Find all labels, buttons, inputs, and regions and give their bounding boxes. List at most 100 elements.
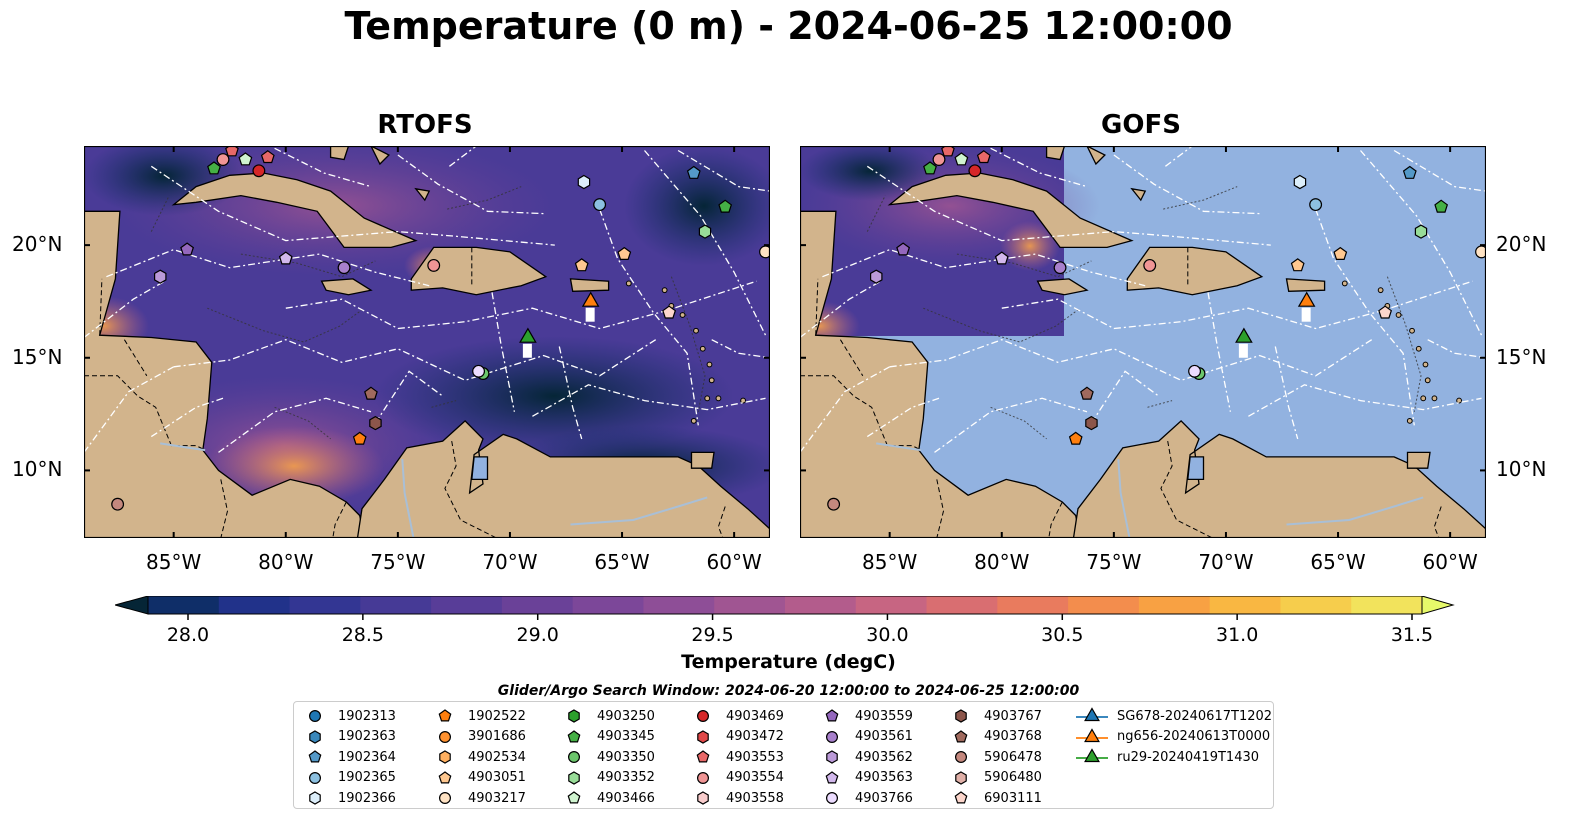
float-marker-4903554[interactable]: [932, 153, 946, 166]
float-marker-4903559[interactable]: [896, 242, 911, 256]
float-marker-4903554[interactable]: [216, 153, 230, 166]
legend-hexagon-icon[interactable]: [826, 750, 838, 764]
float-marker-1902522[interactable]: [352, 431, 367, 445]
float-marker-4903767[interactable]: [1085, 415, 1098, 431]
legend-pentagon-icon[interactable]: [438, 709, 452, 722]
legend-circle-icon[interactable]: [697, 771, 710, 784]
legend-pentagon-icon[interactable]: [567, 729, 581, 743]
glider-marker-ng656-20240613T0000[interactable]: [581, 291, 600, 307]
legend-pentagon-icon[interactable]: [696, 750, 710, 763]
float-marker-4903767[interactable]: [369, 415, 382, 431]
float-marker-1902365[interactable]: [1309, 198, 1323, 212]
glider-marker-ng656-20240613T0000[interactable]: [1297, 291, 1316, 307]
island-marker: [1377, 287, 1384, 294]
float-marker-4903352[interactable]: [1414, 224, 1428, 239]
map-panel-rtofs[interactable]: [84, 146, 770, 538]
legend-pentagon-icon[interactable]: [825, 709, 839, 722]
float-marker-1902364[interactable]: [1402, 165, 1417, 179]
float-marker-1902366[interactable]: [577, 174, 591, 190]
float-marker-4903345[interactable]: [718, 199, 733, 213]
float-marker-5906478[interactable]: [111, 497, 125, 511]
legend-circle-icon[interactable]: [568, 751, 581, 764]
legend-label: 4903051: [468, 770, 526, 786]
float-marker-4903051[interactable]: [617, 246, 632, 261]
float-marker-4903345[interactable]: [207, 161, 221, 175]
river: [160, 442, 206, 452]
float-marker-4903051[interactable]: [574, 258, 589, 272]
float-marker-1902366[interactable]: [1293, 174, 1307, 190]
float-marker-5906478[interactable]: [827, 497, 841, 511]
float-marker-1902364[interactable]: [686, 165, 701, 179]
glider-marker-ru29-20240419T1430[interactable]: [1235, 327, 1253, 343]
legend-circle-icon[interactable]: [439, 792, 452, 805]
legend-pentagon-icon[interactable]: [438, 771, 452, 784]
legend-circle-icon[interactable]: [697, 709, 710, 723]
float-marker-4903562[interactable]: [869, 269, 883, 284]
legend-hexagon-icon[interactable]: [439, 750, 451, 764]
float-markers-gofs[interactable]: [827, 146, 1486, 511]
legend-triangle-icon[interactable]: [1084, 707, 1100, 722]
legend-circle-icon[interactable]: [826, 730, 839, 743]
float-marker-4903469[interactable]: [968, 164, 982, 178]
float-marker-4903563[interactable]: [994, 251, 1009, 265]
float-marker-4903768[interactable]: [364, 386, 378, 400]
legend: 1902313 1902363 1902364 1902365 1902366 19025…: [293, 701, 1274, 809]
float-marker-4903561[interactable]: [337, 261, 351, 275]
legend-circle-icon[interactable]: [309, 771, 322, 784]
legend-hexagon-icon[interactable]: [955, 771, 967, 785]
lon-tick-label: 80°W: [258, 550, 314, 574]
float-marker-6903111[interactable]: [662, 305, 677, 319]
float-marker-4903559[interactable]: [180, 242, 195, 256]
legend-hexagon-icon[interactable]: [568, 709, 580, 723]
float-marker-4903466[interactable]: [954, 152, 969, 166]
float-marker-4903051[interactable]: [1290, 258, 1305, 272]
float-marker-4903051[interactable]: [1333, 246, 1348, 261]
float-marker-1902365[interactable]: [593, 198, 607, 212]
float-marker-4903553[interactable]: [225, 146, 239, 157]
legend-item: 4903766: [817, 788, 913, 808]
legend-hexagon-icon[interactable]: [309, 729, 321, 744]
float-marker-4903553[interactable]: [941, 146, 955, 157]
land-south-america: [356, 420, 770, 538]
float-marker-4903345[interactable]: [1434, 199, 1449, 213]
float-marker-4903562[interactable]: [153, 269, 167, 284]
legend-hexagon-icon[interactable]: [955, 709, 967, 723]
legend-hexagon-icon[interactable]: [568, 771, 580, 785]
legend-pentagon-icon[interactable]: [825, 771, 839, 784]
legend-triangle-icon[interactable]: [1084, 748, 1100, 763]
float-marker-4903553[interactable]: [260, 150, 275, 164]
glider-marker-ru29-20240419T1430[interactable]: [519, 327, 537, 343]
legend-label: 1902363: [338, 729, 396, 745]
float-marker-6903111[interactable]: [1378, 305, 1393, 319]
float-markers-rtofs[interactable]: [111, 146, 770, 511]
map-panel-gofs[interactable]: [800, 146, 1486, 538]
float-marker-4903554[interactable]: [427, 258, 441, 272]
float-marker-4903554[interactable]: [1143, 258, 1157, 272]
float-marker-4903469[interactable]: [252, 164, 266, 178]
float-marker-4903766[interactable]: [472, 364, 486, 378]
float-marker-4903768[interactable]: [1080, 386, 1094, 400]
float-marker-4903466[interactable]: [238, 152, 253, 166]
float-marker-4903563[interactable]: [278, 251, 293, 265]
float-marker-4903766[interactable]: [1188, 364, 1202, 378]
legend-circle-icon[interactable]: [309, 709, 322, 723]
legend-circle-icon[interactable]: [826, 792, 839, 805]
legend-pentagon-icon[interactable]: [567, 791, 581, 804]
legend-pentagon-icon[interactable]: [954, 791, 968, 804]
legend-hexagon-icon[interactable]: [697, 729, 709, 744]
float-marker-4903217[interactable]: [759, 245, 770, 259]
legend-pentagon-icon[interactable]: [308, 750, 322, 763]
legend-circle-icon[interactable]: [955, 751, 968, 764]
legend-hexagon-icon[interactable]: [309, 791, 321, 806]
legend-pentagon-icon[interactable]: [954, 729, 968, 743]
legend-hexagon-icon[interactable]: [697, 791, 709, 806]
float-marker-1902522[interactable]: [1068, 431, 1083, 445]
float-marker-4903561[interactable]: [1053, 261, 1067, 275]
float-marker-4903345[interactable]: [923, 161, 937, 175]
colorbar-segment: [360, 596, 432, 614]
legend-triangle-icon[interactable]: [1084, 727, 1100, 742]
float-marker-4903352[interactable]: [698, 224, 712, 239]
float-marker-4903217[interactable]: [1475, 245, 1486, 259]
float-marker-4903553[interactable]: [976, 150, 991, 164]
legend-circle-icon[interactable]: [439, 730, 452, 743]
